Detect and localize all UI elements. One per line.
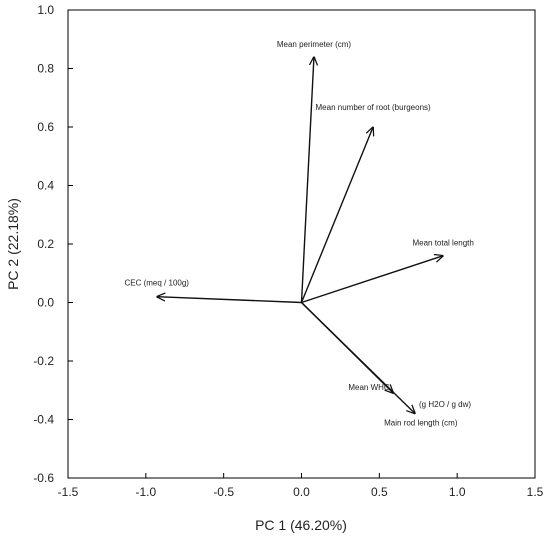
loading-vector-label: CEC (meq / 100g) bbox=[124, 279, 189, 288]
loading-vectors bbox=[157, 57, 443, 414]
x-axis-ticks: -1.5 -1.0 -0.5 0.0 0.5 1.0 1.5 bbox=[58, 473, 544, 499]
loading-vector-label: Mean WHC bbox=[348, 383, 390, 392]
y-tick-label: 0.4 bbox=[37, 179, 54, 193]
x-tick-label: 1.0 bbox=[449, 485, 466, 499]
loading-vector-label: Mean perimeter (cm) bbox=[277, 40, 352, 49]
loading-vector-label: Main rod length (cm) bbox=[384, 419, 458, 428]
y-tick-label: -0.4 bbox=[33, 413, 54, 427]
loading-vector bbox=[157, 297, 302, 304]
y-tick-label: 1.0 bbox=[37, 3, 54, 17]
y-tick-label: -0.2 bbox=[33, 354, 54, 368]
loading-vector bbox=[300, 127, 374, 303]
y-tick-label: 0.0 bbox=[37, 296, 54, 310]
x-tick-label: 0.5 bbox=[371, 485, 388, 499]
x-axis-title: PC 1 (46.20%) bbox=[255, 517, 347, 533]
y-tick-label: 0.8 bbox=[37, 62, 54, 76]
y-tick-label: -0.6 bbox=[33, 471, 54, 485]
x-tick-label: 0.0 bbox=[293, 485, 310, 499]
y-tick-label: 0.2 bbox=[37, 237, 54, 251]
x-tick-label: 1.5 bbox=[527, 485, 544, 499]
x-tick-label: -0.5 bbox=[213, 485, 234, 499]
loading-vector bbox=[300, 57, 314, 303]
loading-vector-label: Mean total length bbox=[412, 239, 473, 248]
y-tick-label: 0.6 bbox=[37, 120, 54, 134]
y-axis-ticks: -0.6 -0.4 -0.2 0.0 0.2 0.4 0.6 0.8 1.0 bbox=[33, 3, 73, 485]
loading-vector bbox=[301, 256, 444, 304]
loading-vector-label: Mean number of root (burgeons) bbox=[316, 103, 432, 112]
whc-unit-annotation: (g H2O / g dw) bbox=[419, 400, 471, 409]
y-axis-title: PC 2 (22.18%) bbox=[5, 198, 21, 290]
x-tick-label: -1.0 bbox=[135, 485, 156, 499]
x-tick-label: -1.5 bbox=[58, 485, 79, 499]
loading-vector-labels: Mean perimeter (cm) Mean number of root (… bbox=[124, 40, 473, 428]
loading-vector bbox=[301, 301, 416, 414]
